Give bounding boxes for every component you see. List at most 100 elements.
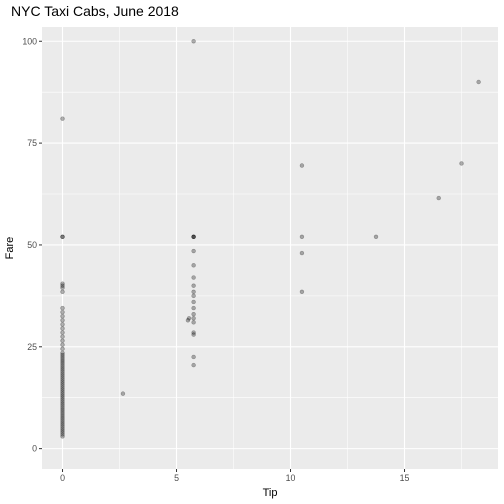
data-point bbox=[60, 350, 65, 356]
data-point bbox=[436, 195, 441, 201]
data-point bbox=[191, 311, 196, 317]
data-point bbox=[191, 332, 196, 337]
data-point bbox=[60, 405, 65, 411]
data-point bbox=[60, 289, 65, 294]
data-point bbox=[299, 234, 305, 239]
data-point bbox=[191, 234, 196, 239]
data-point bbox=[60, 432, 65, 437]
data-point bbox=[60, 326, 65, 331]
data-point bbox=[60, 385, 65, 390]
data-point bbox=[60, 371, 65, 376]
data-point bbox=[60, 403, 65, 409]
data-point bbox=[60, 234, 65, 239]
data-point bbox=[191, 234, 196, 239]
data-point bbox=[459, 161, 464, 166]
data-point bbox=[60, 387, 65, 392]
data-point bbox=[191, 293, 196, 299]
data-point bbox=[60, 322, 65, 327]
data-point bbox=[60, 409, 65, 415]
data-point bbox=[191, 362, 196, 368]
data-point bbox=[60, 391, 65, 396]
data-point bbox=[60, 379, 65, 384]
data-point bbox=[60, 399, 65, 404]
data-point bbox=[186, 316, 192, 321]
data-point bbox=[60, 356, 65, 362]
x-tick-label: 15 bbox=[400, 473, 410, 483]
data-point bbox=[60, 330, 65, 335]
data-point bbox=[60, 281, 65, 286]
plot-panel bbox=[42, 27, 498, 469]
data-point bbox=[60, 285, 65, 290]
data-point bbox=[60, 395, 65, 400]
data-point bbox=[60, 354, 65, 360]
data-point bbox=[60, 366, 65, 372]
x-tick-label: 0 bbox=[60, 473, 65, 483]
data-point bbox=[60, 389, 65, 394]
data-point bbox=[60, 342, 65, 347]
data-point bbox=[191, 330, 196, 335]
data-point bbox=[60, 434, 65, 439]
data-point bbox=[191, 248, 196, 254]
data-point bbox=[191, 299, 196, 305]
data-point bbox=[60, 373, 65, 378]
chart-title: NYC Taxi Cabs, June 2018 bbox=[11, 3, 179, 19]
grid-lines bbox=[42, 27, 498, 469]
data-point bbox=[60, 369, 65, 374]
data-point bbox=[60, 413, 65, 419]
data-point bbox=[191, 263, 196, 268]
data-point bbox=[60, 375, 65, 380]
y-axis-title: Fare bbox=[4, 237, 16, 260]
data-point bbox=[60, 407, 65, 413]
data-point bbox=[60, 417, 65, 423]
data-point bbox=[299, 289, 305, 294]
data-point bbox=[60, 352, 65, 358]
data-point bbox=[60, 426, 65, 431]
data-point bbox=[299, 163, 305, 168]
data-point bbox=[60, 401, 65, 407]
data-points bbox=[60, 39, 481, 439]
data-point bbox=[60, 393, 65, 398]
data-point bbox=[60, 305, 65, 311]
data-point bbox=[60, 397, 65, 402]
data-point bbox=[191, 289, 196, 294]
data-point bbox=[191, 39, 196, 44]
y-tick-label: 50 bbox=[27, 240, 37, 250]
data-point bbox=[60, 411, 65, 417]
data-point bbox=[60, 358, 65, 364]
data-point bbox=[191, 305, 196, 311]
data-point bbox=[60, 424, 65, 429]
y-tick-label: 25 bbox=[27, 342, 37, 352]
data-point bbox=[60, 415, 65, 421]
data-point bbox=[185, 318, 191, 323]
data-point bbox=[60, 381, 65, 386]
data-point bbox=[60, 346, 65, 352]
data-point bbox=[60, 428, 65, 433]
data-point bbox=[373, 234, 379, 239]
data-point bbox=[60, 334, 65, 339]
data-point bbox=[120, 391, 126, 396]
data-point bbox=[60, 338, 65, 343]
data-point bbox=[60, 364, 65, 370]
data-point bbox=[60, 116, 65, 121]
y-tick-label: 75 bbox=[27, 138, 37, 148]
data-point bbox=[60, 421, 65, 427]
data-point bbox=[191, 275, 196, 280]
data-point bbox=[60, 430, 65, 435]
data-point bbox=[60, 309, 65, 315]
data-point bbox=[60, 377, 65, 382]
y-axis: 0 25 50 75 100 bbox=[22, 36, 42, 454]
x-tick-label: 5 bbox=[174, 473, 179, 483]
data-point bbox=[191, 320, 196, 325]
data-point bbox=[191, 283, 196, 288]
x-axis: 0 5 10 15 bbox=[60, 469, 410, 483]
data-point bbox=[60, 234, 65, 239]
data-point bbox=[60, 360, 65, 366]
data-point bbox=[60, 419, 65, 425]
data-point bbox=[476, 79, 481, 85]
data-point bbox=[191, 316, 196, 321]
data-point bbox=[191, 234, 196, 239]
data-point bbox=[60, 318, 65, 323]
y-tick-label: 100 bbox=[22, 36, 37, 46]
y-tick-label: 0 bbox=[32, 444, 37, 454]
